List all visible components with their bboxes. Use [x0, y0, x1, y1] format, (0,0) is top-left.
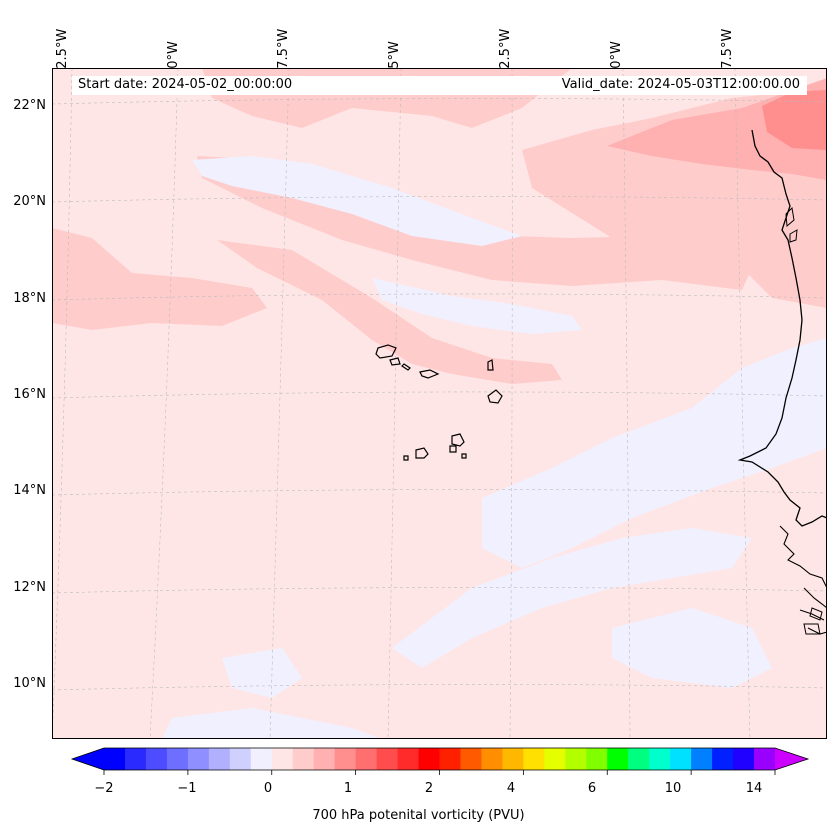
pv-contour-band	[482, 338, 826, 568]
island	[375, 344, 397, 359]
colorbar-cell	[187, 748, 210, 770]
colorbar-tick-marks	[103, 770, 776, 775]
colorbar-cell	[439, 748, 461, 770]
pv-field-map	[53, 69, 826, 738]
coastline	[779, 525, 826, 588]
colorbar-cell	[313, 748, 336, 770]
colorbar-cell	[628, 748, 650, 770]
island	[451, 433, 465, 447]
colorbar-cell	[586, 748, 608, 770]
colorbar-tick-label: 4	[506, 781, 516, 796]
colorbar-cell	[460, 748, 482, 770]
cape-verde-islands	[375, 344, 503, 461]
lat-label: 18°N	[13, 291, 46, 306]
island	[461, 453, 467, 459]
colorbar-label: 700 hPa potenital vorticity (PVU)	[312, 808, 525, 823]
valid-date-label: Valid_date: 2024-05-03T12:00:00.00	[561, 77, 800, 92]
colorbar	[70, 747, 810, 775]
pv-contour-band	[217, 240, 562, 384]
date-info-bar: Start date: 2024-05-02_00:00:00 Valid_da…	[72, 76, 807, 95]
colorbar-extend-max	[775, 748, 808, 770]
colorbar-cell	[166, 748, 189, 770]
island	[415, 447, 429, 459]
colorbar-cell	[754, 748, 776, 770]
lat-label: 14°N	[13, 483, 46, 498]
colorbar-cell	[523, 748, 545, 770]
colorbar-tick-label: 10	[664, 781, 682, 796]
colorbar-tick-label: 0	[263, 781, 273, 796]
colorbar-tick-label: 1	[343, 781, 353, 796]
colorbar-cell	[229, 748, 252, 770]
colorbar-cell	[292, 748, 315, 770]
colorbar-cell	[565, 748, 587, 770]
colorbar-tick-label: 14	[745, 781, 763, 796]
colorbar-tick-label: −1	[177, 781, 197, 796]
colorbar-cell	[334, 748, 357, 770]
map-panel[interactable]	[52, 68, 827, 739]
graticule	[53, 69, 826, 738]
coastal-island	[803, 623, 821, 635]
pv-contour-band	[372, 278, 582, 334]
coastal-island	[789, 229, 798, 243]
colorbar-cell	[691, 748, 713, 770]
island	[389, 357, 401, 366]
pv-contour-band	[612, 608, 772, 688]
colorbar-cell	[376, 748, 399, 770]
island	[419, 369, 440, 379]
colorbar-tick-label: 6	[587, 781, 597, 796]
coastal-island	[785, 206, 795, 228]
colorbar-cell	[733, 748, 755, 770]
colorbar-cells	[104, 748, 776, 770]
colorbar-cell	[418, 748, 440, 770]
colorbar-cell	[145, 748, 168, 770]
colorbar-cell	[712, 748, 734, 770]
colorbar-cell	[250, 748, 273, 770]
coastline	[737, 129, 826, 527]
colorbar-cell	[544, 748, 566, 770]
colorbar-cell	[397, 748, 420, 770]
colorbar-cell	[649, 748, 671, 770]
colorbar-cell	[208, 748, 231, 770]
lat-label: 22°N	[13, 98, 46, 113]
island	[487, 359, 494, 371]
coastal-island	[809, 607, 823, 621]
colorbar-cell	[502, 748, 524, 770]
colorbar-cell	[481, 748, 503, 770]
colorbar-cell	[104, 748, 126, 770]
lat-label: 10°N	[13, 676, 46, 691]
island	[487, 389, 503, 404]
pv-contour-band	[762, 90, 826, 150]
island	[403, 455, 409, 461]
lat-label: 12°N	[13, 580, 46, 595]
start-date-label: Start date: 2024-05-02_00:00:00	[78, 77, 293, 92]
colorbar-cell	[124, 748, 147, 770]
lat-label: 16°N	[13, 387, 46, 402]
pv-contour-band	[53, 228, 267, 330]
colorbar-cell	[271, 748, 294, 770]
pv-contour-band	[192, 156, 522, 246]
colorbar-cell	[355, 748, 378, 770]
island	[449, 445, 457, 453]
pv-contour-band	[392, 528, 752, 668]
lat-label: 20°N	[13, 194, 46, 209]
colorbar-cell	[607, 748, 629, 770]
pv-contour-band	[162, 708, 380, 738]
colorbar-extend-min	[72, 748, 104, 770]
colorbar-cell	[670, 748, 692, 770]
colorbar-tick-label: −2	[94, 781, 114, 796]
colorbar-tick-label: 2	[424, 781, 434, 796]
island	[401, 363, 411, 371]
